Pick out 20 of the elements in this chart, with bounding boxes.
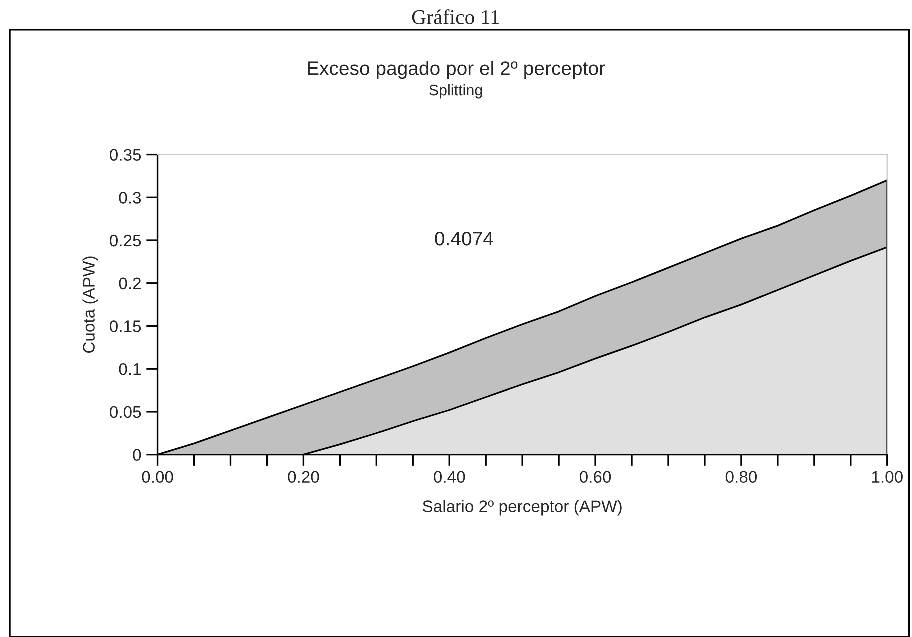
y-tick-label: 0.35 xyxy=(110,149,142,161)
chart-subtitle: Splitting xyxy=(430,84,482,99)
y-tick-label: 0.1 xyxy=(119,363,141,376)
y-tick-label: 0 xyxy=(133,449,142,462)
chart-title: Exceso pagado por el 2º perceptor xyxy=(308,61,606,80)
y-tick-label: 0.3 xyxy=(119,192,142,204)
y-axis-title: Cuota (APW) xyxy=(82,256,98,354)
y-tick-label: 0.25 xyxy=(110,234,142,247)
y-tick-label: 0.15 xyxy=(110,320,142,332)
x-tick-label: 0.20 xyxy=(288,471,320,484)
x-tick-label: 0.00 xyxy=(142,471,174,484)
x-tick-label: 0.60 xyxy=(580,471,612,484)
text: Gráfico 11 xyxy=(412,10,500,24)
x-tick-label: 1.00 xyxy=(872,471,903,484)
y-tick-label: 0.2 xyxy=(119,278,141,290)
x-tick-label: 0.40 xyxy=(434,471,466,484)
y-tick-label: 0.05 xyxy=(110,406,142,418)
x-tick-label: 0.80 xyxy=(726,471,758,484)
annotation: 0.4074 xyxy=(435,232,494,246)
x-axis-title: Salario 2º perceptor (APW) xyxy=(423,500,622,516)
